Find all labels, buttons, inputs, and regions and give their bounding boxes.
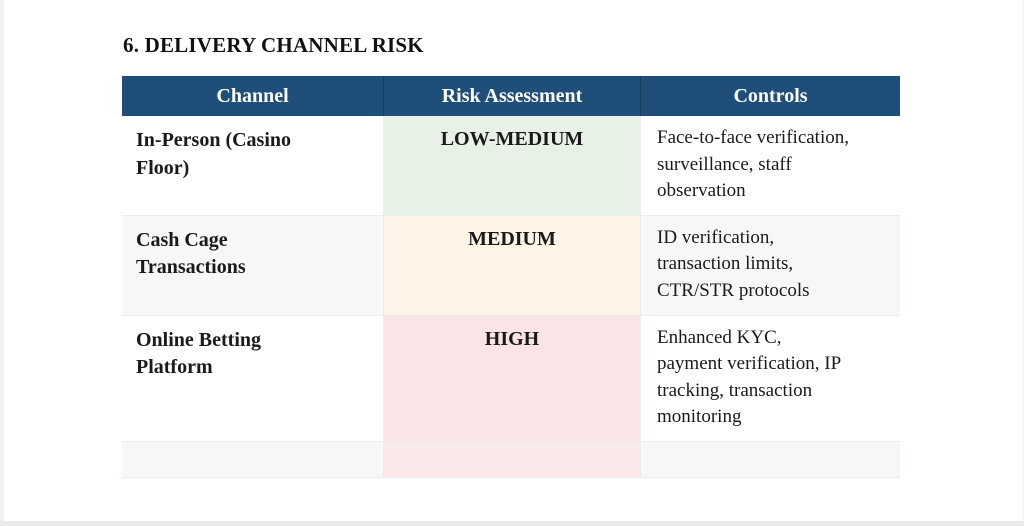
section-heading: 6. DELIVERY CHANNEL RISK [123,33,424,57]
table-cell-risk-level: LOW-MEDIUM [384,116,641,216]
table-cell-controls-empty [641,441,900,478]
table-cell-controls: ID verification, transaction limits, CTR… [641,215,900,316]
delivery-channel-risk-table: Channel Risk Assessment Controls In-Pers… [122,76,900,478]
table-cell-channel: In-Person (Casino Floor) [122,116,384,216]
table-cell-controls: Face-to-face verification, surveillance,… [641,116,900,216]
column-header-controls: Controls [641,76,900,116]
page-left-edge [0,0,4,526]
table-cell-channel-empty [122,441,384,478]
table-cell-risk-level-empty [384,441,641,478]
table-cell-risk-level: MEDIUM [384,215,641,316]
page-bottom-edge [0,521,1024,526]
column-header-channel: Channel [122,76,384,116]
table-cell-risk-level: HIGH [384,315,641,442]
table-cell-controls: Enhanced KYC, payment verification, IP t… [641,315,900,442]
page-right-edge [1022,0,1024,526]
column-header-risk-assessment: Risk Assessment [384,76,641,116]
table-cell-channel: Online Betting Platform [122,315,384,442]
table-cell-channel: Cash Cage Transactions [122,215,384,316]
